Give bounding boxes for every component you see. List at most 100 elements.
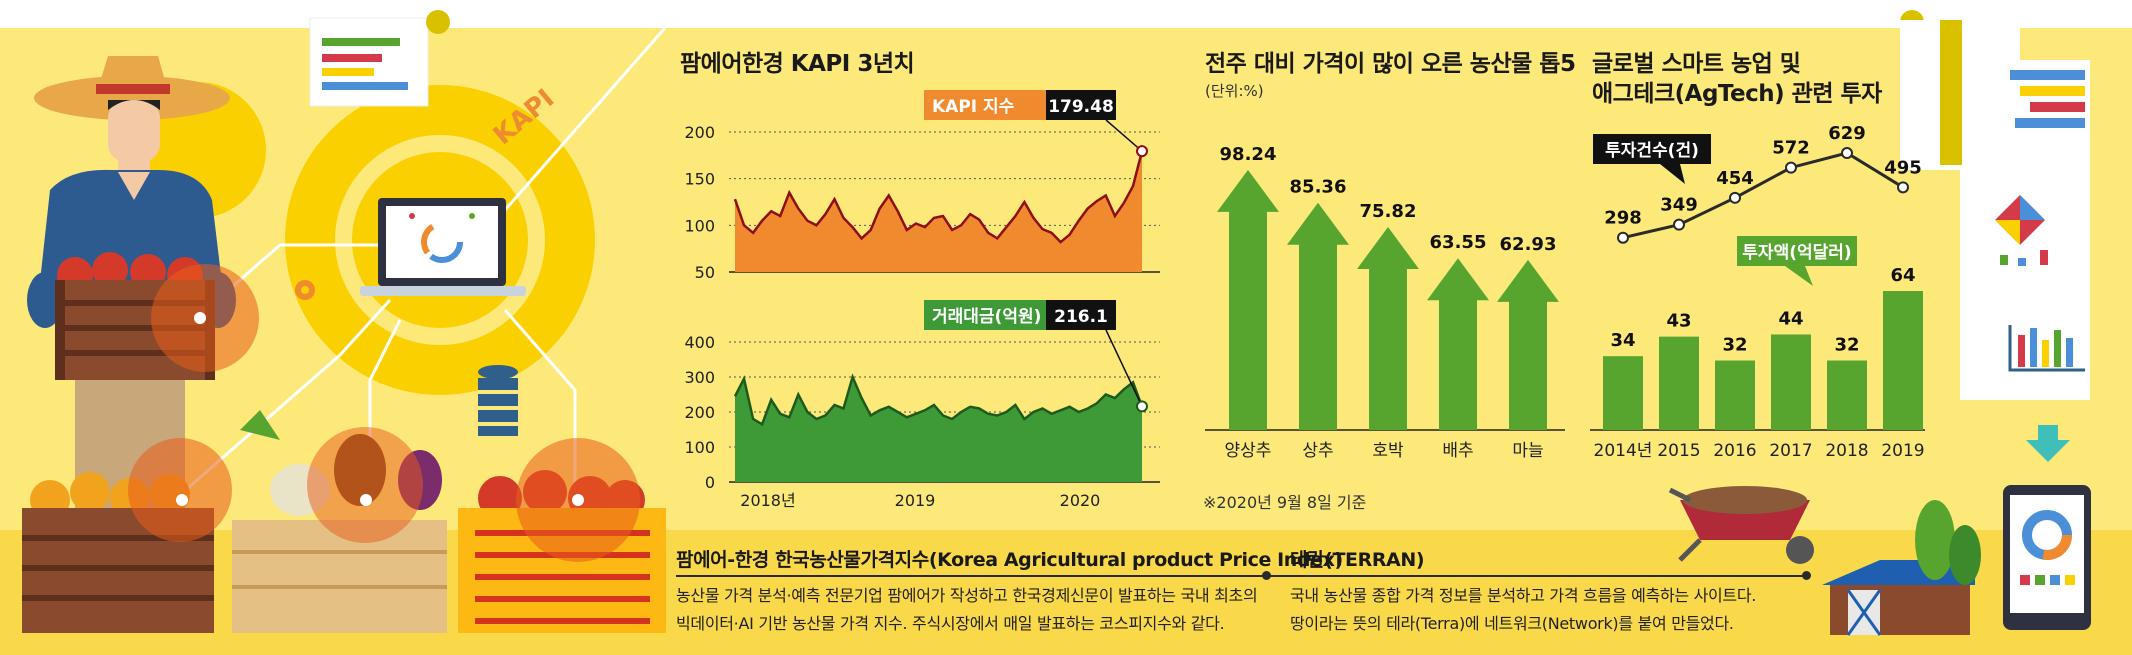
volume-tag-label: 거래대금(억원) <box>932 307 1041 327</box>
barn-icon <box>1822 500 1981 636</box>
agtech-investment-bar <box>1827 360 1867 430</box>
kapi-definition-rule <box>676 575 1296 577</box>
top5-category-label: 상추 <box>1302 441 1333 461</box>
volume-y-tick-label: 300 <box>684 368 715 387</box>
top5-value-label: 85.36 <box>1290 177 1347 198</box>
agtech-amount-tag-pointer <box>1785 266 1813 286</box>
top5-unit-label: (단위:%) <box>1205 82 1264 100</box>
top5-chart-title: 전주 대비 가격이 많이 오른 농산물 톱5 <box>1205 51 1576 77</box>
agtech-deals-value-label: 349 <box>1660 195 1698 216</box>
agtech-bar-value-label: 64 <box>1890 265 1915 286</box>
agtech-investment-bar <box>1715 360 1755 430</box>
kapi-tag-value-bg <box>1046 90 1116 120</box>
top5-value-label: 63.55 <box>1430 232 1487 253</box>
agtech-category-label: 2015 <box>1657 441 1700 461</box>
volume-area <box>735 377 1142 482</box>
kapi-y-tick-label: 50 <box>695 263 715 282</box>
kapi-definition-title: 팜에어-한경 한국농산물가격지수(Korea Agricultural prod… <box>676 549 1343 571</box>
volume-y-tick-label: 100 <box>684 438 715 457</box>
agtech-amount-tag: 투자액(억달러) <box>1742 242 1851 263</box>
volume-tag-label-bg <box>924 300 1046 330</box>
agtech-investment-bar <box>1883 291 1923 430</box>
crate-with-tomatoes <box>55 252 259 380</box>
kapi-area <box>735 151 1142 272</box>
agtech-deals-line <box>1622 151 1904 240</box>
agtech-bar-value-label: 44 <box>1778 308 1803 329</box>
agtech-deals-value-label: 454 <box>1716 168 1754 189</box>
agtech-deals-point <box>1897 181 1909 194</box>
kapi-leader-line <box>1105 119 1143 152</box>
kapi-x-tick-label: 2020 <box>1060 491 1101 510</box>
kapi-tag-value: 179.48 <box>1048 97 1114 117</box>
agtech-investment-bar <box>1771 334 1811 430</box>
volume-latest-marker <box>1136 400 1148 413</box>
volume-y-tick-label: 400 <box>684 333 715 352</box>
top5-category-label: 양상추 <box>1225 441 1272 461</box>
agtech-bar-value-label: 32 <box>1722 335 1747 356</box>
agtech-deals-point <box>1617 231 1629 244</box>
agtech-investment-bar <box>1603 356 1643 430</box>
agtech-deals-value-label: 629 <box>1828 123 1866 144</box>
agtech-deals-point <box>1841 147 1853 160</box>
terran-definition-title: 테란(TERRAN) <box>1290 549 1425 571</box>
agtech-category-label: 2019 <box>1881 441 1924 461</box>
volume-tag-value: 216.1 <box>1054 307 1108 327</box>
top5-value-label: 62.93 <box>1500 234 1557 255</box>
agtech-investment-bar <box>1659 336 1699 430</box>
top5-arrow-bar <box>1287 202 1349 430</box>
top5-value-label: 75.82 <box>1360 201 1417 222</box>
kapi-chart-title: 팜에어한경 KAPI 3년치 <box>680 51 915 77</box>
agtech-deals-value-label: 572 <box>1772 138 1810 159</box>
wheelbarrow-icon <box>1668 486 1814 564</box>
kapi-line <box>733 150 1144 244</box>
agtech-deals-tag: 투자건수(건) <box>1605 141 1699 161</box>
top5-value-label: 98.24 <box>1220 144 1277 165</box>
agtech-category-label: 2016 <box>1713 441 1756 461</box>
kapi-definition-body: 농산물 가격 분석·예측 전문기업 팜에어가 작성하고 한국경제신문이 발표하는… <box>676 586 1258 633</box>
kapi-y-tick-label: 100 <box>684 216 715 235</box>
agtech-chart-title-line2: 애그테크(AgTech) 관련 투자 <box>1592 81 1882 107</box>
volume-y-tick-label: 200 <box>684 403 715 422</box>
agtech-deals-tag-bg <box>1593 134 1711 164</box>
kapi-definition-rule-dot <box>1262 571 1271 580</box>
agtech-bar-value-label: 43 <box>1666 311 1691 332</box>
agtech-deals-point <box>1673 218 1685 231</box>
volume-leader-line <box>1105 329 1143 407</box>
top5-category-label: 마늘 <box>1512 441 1543 461</box>
volume-tag-value-bg <box>1046 300 1116 330</box>
agtech-category-label: 2017 <box>1769 441 1812 461</box>
kapi-tag-label-bg <box>924 90 1046 120</box>
database-icon <box>478 365 518 436</box>
agtech-bar-value-label: 32 <box>1834 335 1859 356</box>
top5-arrow-bar <box>1497 259 1559 430</box>
top5-category-label: 호박 <box>1372 441 1404 461</box>
terran-definition-rule <box>1290 575 1810 577</box>
agtech-category-label: 2018 <box>1825 441 1868 461</box>
top5-bar-chart: 98.24 양상추 85.36 상추 75.82 호박 63.55 배추 62.93 마늘 <box>1205 144 1565 461</box>
kapi-x-tick-label: 2018년 <box>740 491 795 510</box>
top5-arrow-bar <box>1427 258 1489 430</box>
volume-y-tick-label: 0 <box>705 473 715 492</box>
report-card-icon <box>309 10 450 107</box>
top5-category-label: 배추 <box>1442 441 1473 461</box>
kapi-x-tick-label: 2019 <box>895 491 936 510</box>
kapi-y-tick-label: 150 <box>684 170 715 189</box>
agtech-bar-value-label: 34 <box>1610 330 1635 351</box>
volume-line <box>733 373 1144 427</box>
top5-arrow-bar <box>1357 227 1419 430</box>
agtech-combo-chart: 34 2014년 43 2015 32 2016 44 2017 32 2018 64 2019 298… <box>1590 123 1925 461</box>
agtech-deals-value-label: 298 <box>1604 208 1642 229</box>
kapi-charts: 50 100 150 200 KAPI 지수 179.48 0 100 200 300 400 거래대… <box>684 90 1160 510</box>
terran-definition-body: 국내 농산물 종합 가격 정보를 분석하고 가격 흐름을 예측하는 사이트다. … <box>1290 586 1757 633</box>
top5-footnote: ※2020년 9월 8일 기준 <box>1203 493 1367 512</box>
vegetable-crates <box>22 410 666 633</box>
dashboard-panel <box>1900 10 2091 630</box>
agtech-amount-tag-bg <box>1737 236 1857 266</box>
agtech-deals-point <box>1785 161 1797 174</box>
agtech-chart-title-line1: 글로벌 스마트 농업 및 <box>1592 51 1801 77</box>
agtech-deals-tag-pointer <box>1660 164 1685 184</box>
agtech-category-label: 2014년 <box>1594 441 1653 461</box>
kapi-latest-marker <box>1136 145 1148 158</box>
terran-definition-rule-dot <box>1802 571 1811 580</box>
